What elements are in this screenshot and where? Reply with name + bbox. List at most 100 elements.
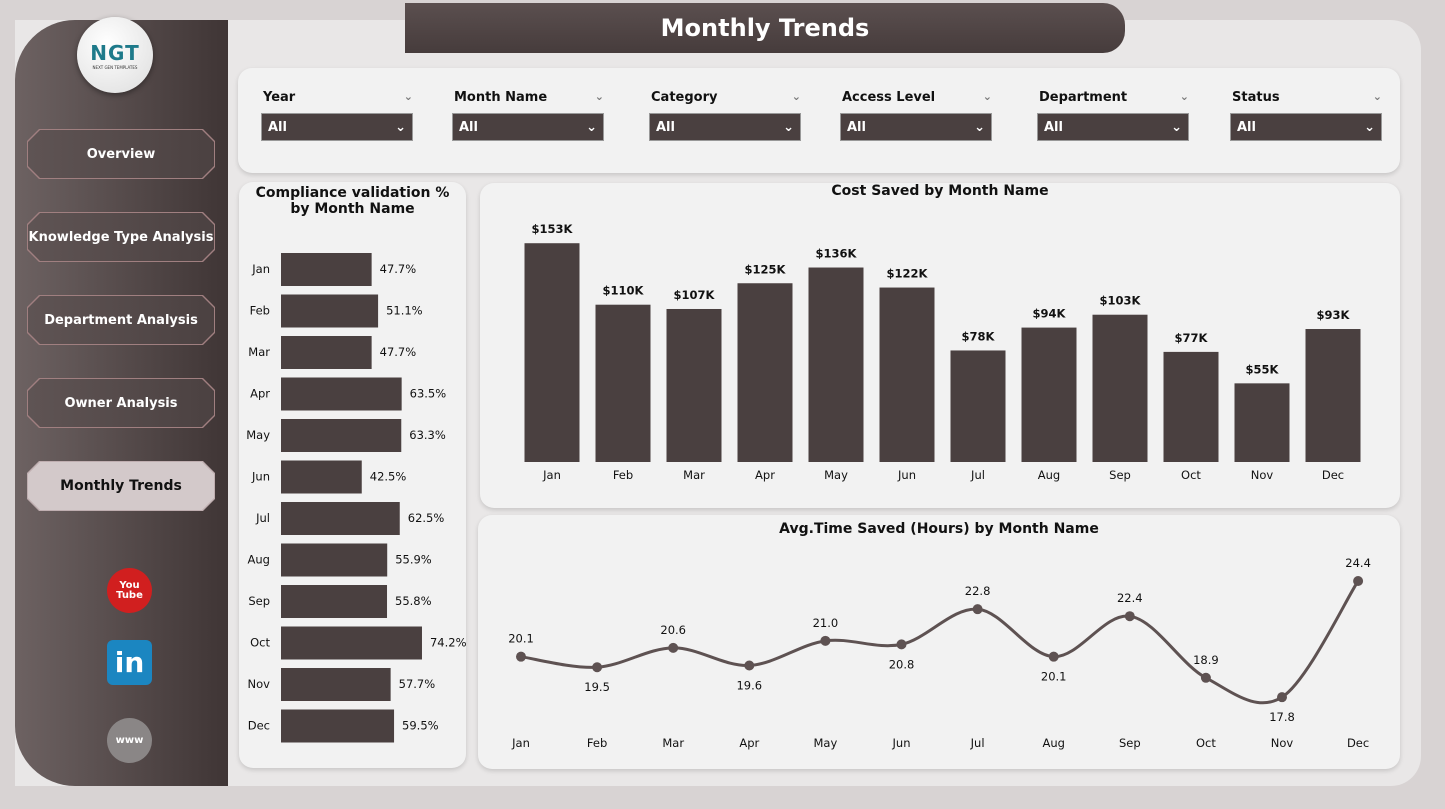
nav-monthly-trends[interactable]: Monthly Trends <box>27 461 215 511</box>
chevron-down-icon[interactable]: ⌄ <box>1372 90 1382 103</box>
filter-year: Year ⌄ All ⌄ <box>261 90 413 141</box>
time-month-label: Dec <box>1347 736 1369 750</box>
compliance-bar <box>281 709 395 743</box>
compliance-month-label: May <box>246 428 270 442</box>
compliance-value-label: 55.8% <box>395 594 432 608</box>
filter-label-text: Access Level <box>842 90 936 105</box>
compliance-month-label: Jun <box>251 470 270 484</box>
time-month-label: Sep <box>1119 736 1141 750</box>
logo: NGT NEXT GEN TEMPLATES <box>77 17 153 93</box>
cost-bar <box>737 283 793 462</box>
time-point <box>1277 692 1287 703</box>
page-title: Monthly Trends <box>405 3 1125 53</box>
cost-month-label: Jun <box>897 468 916 482</box>
cost-month-label: Apr <box>755 468 775 482</box>
time-value-label: 19.5 <box>584 680 610 694</box>
cost-bar <box>1092 314 1148 462</box>
cost-bar <box>524 243 580 462</box>
nav-label: Overview <box>28 130 214 178</box>
filter-access-level: Access Level ⌄ All ⌄ <box>840 90 992 141</box>
chevron-down-icon[interactable]: ⌄ <box>1179 90 1189 103</box>
chevron-down-icon: ⌄ <box>1171 119 1182 135</box>
filter-label: Category ⌄ <box>649 90 801 105</box>
cost-bar <box>808 267 864 462</box>
chevron-down-icon[interactable]: ⌄ <box>403 90 413 103</box>
compliance-month-label: Apr <box>250 387 270 401</box>
cost-bar <box>1234 383 1290 462</box>
filter-dropdown[interactable]: All ⌄ <box>1037 113 1189 141</box>
time-value-label: 22.8 <box>965 584 991 598</box>
filter-panel <box>238 68 1400 173</box>
filter-label: Status ⌄ <box>1230 90 1382 105</box>
cost-month-label: Feb <box>613 468 633 482</box>
youtube-icon[interactable]: You Tube <box>107 568 152 613</box>
time-point <box>1048 651 1059 662</box>
compliance-value-label: 62.5% <box>408 511 445 525</box>
time-value-label: 17.8 <box>1269 710 1295 724</box>
filter-dropdown[interactable]: All ⌄ <box>261 113 413 141</box>
time-point <box>972 604 983 615</box>
chevron-down-icon[interactable]: ⌄ <box>791 90 801 103</box>
nav-label: Owner Analysis <box>28 379 214 427</box>
cost-bar <box>879 287 935 462</box>
compliance-month-label: Dec <box>248 719 270 733</box>
cost-month-label: Aug <box>1038 468 1060 482</box>
time-month-label: Jan <box>511 736 530 750</box>
time-month-label: May <box>814 736 838 750</box>
cost-value-label: $103K <box>1100 294 1142 308</box>
cost-value-label: $107K <box>674 288 716 302</box>
filter-value: All <box>656 119 675 135</box>
nav-label: Monthly Trends <box>28 462 214 510</box>
compliance-value-label: 74.2% <box>430 636 467 650</box>
filter-department: Department ⌄ All ⌄ <box>1037 90 1189 141</box>
filter-label-text: Department <box>1039 90 1128 105</box>
time-month-label: Apr <box>739 736 759 750</box>
globe-www-icon[interactable]: www <box>107 718 152 763</box>
compliance-month-label: Jul <box>255 511 270 525</box>
filter-label-text: Status <box>1232 90 1280 105</box>
time-month-label: Aug <box>1042 736 1064 750</box>
cost-month-label: Dec <box>1322 468 1344 482</box>
chevron-down-icon: ⌄ <box>1364 119 1375 135</box>
chevron-down-icon[interactable]: ⌄ <box>982 90 992 103</box>
cost-bar <box>666 308 722 462</box>
time-point <box>820 635 831 646</box>
linkedin-icon[interactable]: in <box>107 640 152 685</box>
time-value-label: 20.1 <box>508 632 534 646</box>
filter-status: Status ⌄ All ⌄ <box>1230 90 1382 141</box>
time-value-label: 18.9 <box>1193 653 1219 667</box>
compliance-month-label: Mar <box>248 345 270 359</box>
compliance-chart-title: Compliance validation % by Month Name <box>255 185 450 217</box>
compliance-value-label: 51.1% <box>386 304 423 318</box>
nav-overview[interactable]: Overview <box>27 129 215 179</box>
nav-department-analysis[interactable]: Department Analysis <box>27 295 215 345</box>
filter-label: Department ⌄ <box>1037 90 1189 105</box>
compliance-bar <box>281 460 362 494</box>
filter-month-name: Month Name ⌄ All ⌄ <box>452 90 604 141</box>
time-value-label: 20.1 <box>1041 670 1067 684</box>
filter-dropdown[interactable]: All ⌄ <box>1230 113 1382 141</box>
cost-bar <box>1021 327 1077 462</box>
nav-owner-analysis[interactable]: Owner Analysis <box>27 378 215 428</box>
chevron-down-icon: ⌄ <box>974 119 985 135</box>
nav-label: Knowledge Type Analysis <box>28 213 214 261</box>
cost-value-label: $77K <box>1175 331 1209 345</box>
compliance-bar <box>281 294 379 328</box>
chevron-down-icon: ⌄ <box>586 119 597 135</box>
nav-knowledge-type-analysis[interactable]: Knowledge Type Analysis <box>27 212 215 262</box>
compliance-bar <box>281 585 388 618</box>
time-point <box>592 662 603 673</box>
filter-value: All <box>1044 119 1063 135</box>
filter-dropdown[interactable]: All ⌄ <box>452 113 604 141</box>
time-month-label: Jul <box>970 736 985 750</box>
cost-bar <box>950 350 1006 462</box>
chevron-down-icon[interactable]: ⌄ <box>594 90 604 103</box>
cost-month-label: Nov <box>1251 468 1274 482</box>
filter-label: Year ⌄ <box>261 90 413 105</box>
compliance-value-label: 55.9% <box>395 553 432 567</box>
filter-dropdown[interactable]: All ⌄ <box>840 113 992 141</box>
filter-dropdown[interactable]: All ⌄ <box>649 113 801 141</box>
filter-label: Month Name ⌄ <box>452 90 604 105</box>
compliance-month-label: Oct <box>250 636 270 650</box>
time-value-label: 20.8 <box>889 657 915 671</box>
